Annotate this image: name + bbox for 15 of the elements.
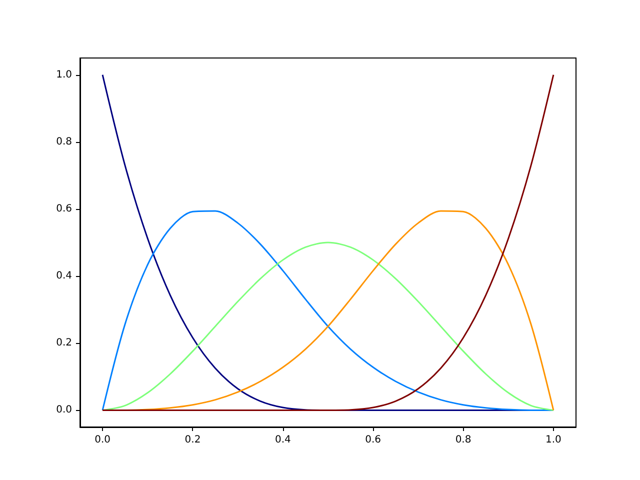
x-tick-label: 0.4: [274, 434, 291, 446]
x-tick-label: 0.2: [184, 434, 201, 446]
y-tick-label: 1.0: [56, 69, 72, 80]
y-tick-label: 0.6: [56, 203, 72, 214]
x-tick-label: 1.0: [546, 434, 562, 446]
x-tick-label: 0.8: [455, 434, 472, 446]
y-tick-label: 0.8: [56, 136, 72, 148]
x-tick-label: 0.0: [94, 434, 110, 446]
line-series: [102, 210, 554, 411]
y-tick-label: 0.4: [56, 270, 72, 282]
x-tick-label: 0.6: [365, 434, 382, 446]
line-series: [102, 242, 554, 411]
line-series: [102, 74, 554, 411]
y-tick-label: 0.2: [56, 338, 72, 349]
y-tick-label: 0.0: [56, 404, 72, 416]
